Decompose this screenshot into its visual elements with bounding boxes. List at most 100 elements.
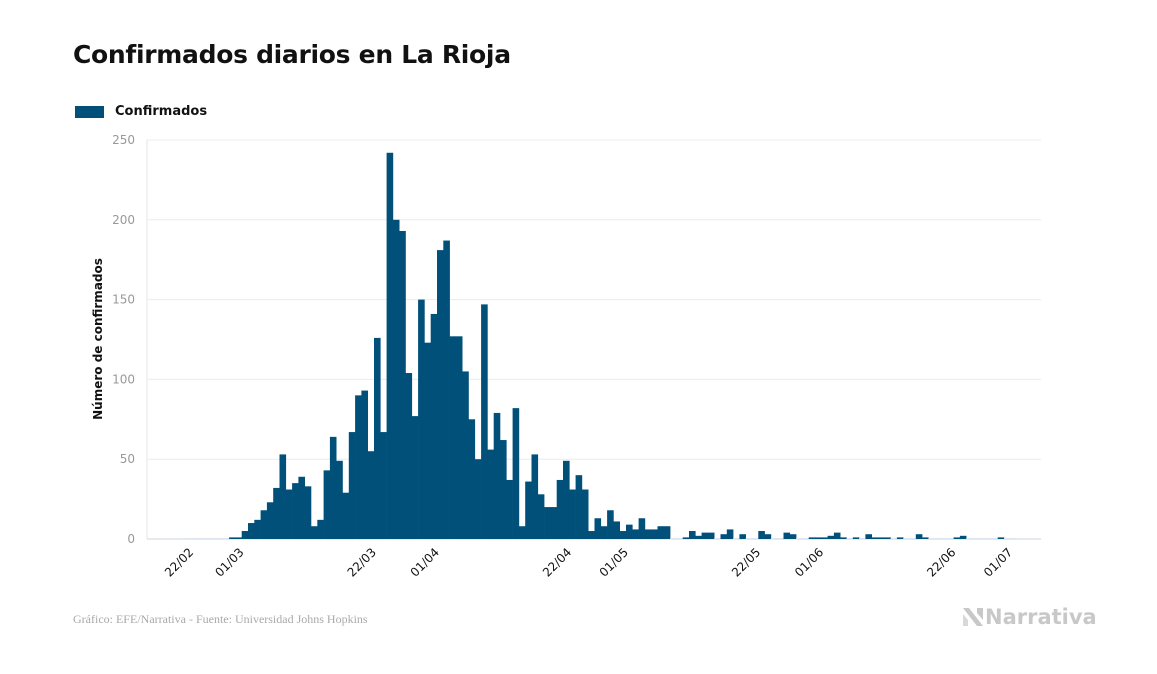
bar [424,342,431,539]
bar [840,537,847,539]
bar [626,524,633,539]
legend-swatch [75,105,104,118]
bar [707,532,715,539]
bar [430,313,438,539]
bar [361,390,368,539]
bar [506,479,513,539]
bar [752,538,759,539]
bar [342,492,350,539]
bar [770,538,778,539]
bar [449,336,457,539]
x-tick-label: 22/03 [345,545,379,579]
bar [764,534,772,539]
bar [311,526,318,539]
bar [550,507,557,539]
bar [758,531,765,539]
bar [676,538,683,539]
bar [619,531,627,539]
bar [512,408,520,539]
chart-title: Confirmados diarios en La Rioja [73,40,511,69]
bar [493,412,501,539]
bar [260,510,268,539]
bar [298,476,305,539]
bar [594,518,602,539]
legend-label: Confirmados [115,104,208,119]
y-tick-label: 50 [120,452,135,466]
bar [682,537,690,539]
bar [896,537,904,539]
y-tick-label: 100 [112,372,135,386]
bar [852,537,860,539]
bar [380,432,387,539]
bar [777,538,784,539]
y-tick-label: 0 [127,532,135,546]
bar [487,449,494,539]
bar [266,502,274,539]
bar [437,250,444,539]
bar [991,538,998,539]
bar [890,538,898,539]
bar [903,538,910,539]
bar [865,534,872,539]
bar [701,532,709,539]
bar [317,519,324,539]
bar [689,531,696,539]
bar [644,529,652,539]
bar [222,538,230,539]
bar [191,538,198,539]
narrativa-logo: Narrativa [963,605,1097,629]
bar [941,538,948,539]
x-tick-label: 01/06 [792,545,826,579]
bar [411,416,419,539]
bar [871,537,879,539]
bar [972,538,980,539]
bar [556,479,564,539]
bar [241,531,249,539]
bar [959,535,967,539]
bar [197,538,205,539]
bar [909,538,917,539]
bar [796,538,803,539]
bar [575,475,583,539]
bar [203,538,211,539]
bar [462,371,469,539]
bar [500,440,507,539]
bar [833,532,841,539]
bar [304,486,312,539]
bar [386,152,394,539]
bar [329,436,337,539]
bar [600,526,608,539]
x-axis-ticks: 22/02 01/03 22/03 01/04 22/04 01/05 22/05 01/06… [162,545,1015,579]
x-tick-label: 22/02 [162,545,196,579]
bar [588,531,595,539]
bar [563,460,570,539]
bar [323,470,331,539]
bar [733,538,740,539]
bar [279,454,287,539]
bar [248,523,255,539]
bar [915,534,923,539]
bar [884,537,891,539]
bar [537,494,545,539]
bar [726,529,734,539]
narrativa-logo-icon [963,608,983,626]
bar [581,489,589,539]
bar [210,538,217,539]
bar [846,538,854,539]
y-tick-label: 250 [112,133,135,147]
bar [928,538,935,539]
bar [953,537,961,539]
bar [657,526,665,539]
bar [355,395,362,539]
bar [966,538,973,539]
bar [1010,538,1017,539]
bar [405,373,413,539]
bar [1004,538,1011,539]
bar [418,299,425,539]
bar [808,537,816,539]
bar [348,432,356,539]
x-tick-label: 01/07 [981,545,1015,579]
bar [859,538,866,539]
x-tick-label: 22/04 [540,545,574,579]
bar [802,538,809,539]
